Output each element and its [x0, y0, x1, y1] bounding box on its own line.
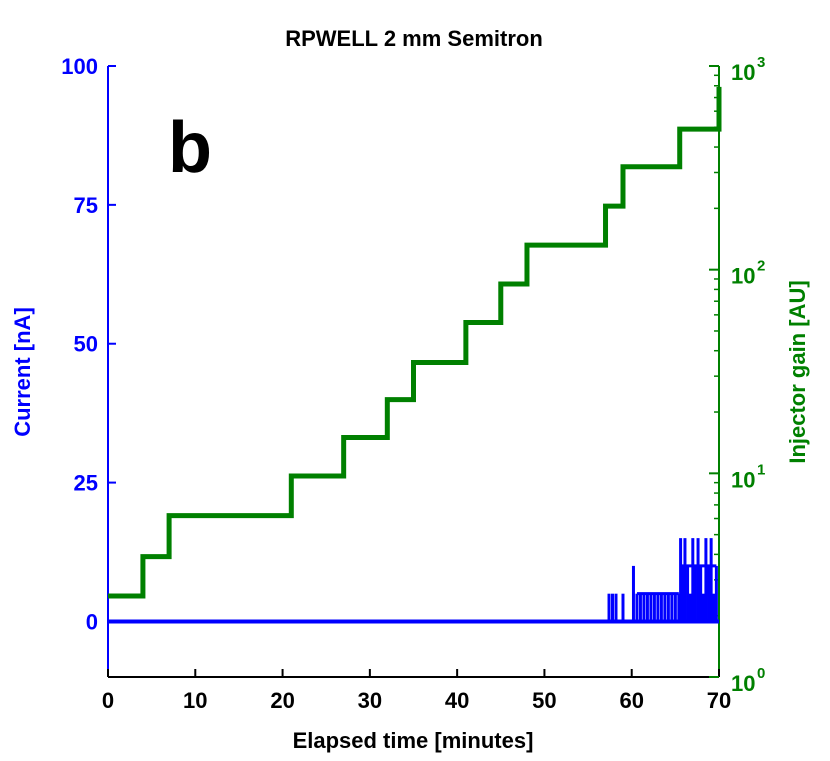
- left-tick-label: 50: [74, 332, 98, 357]
- x-tick-label: 70: [707, 688, 731, 713]
- x-tick-label: 40: [445, 688, 469, 713]
- x-tick-label: 50: [532, 688, 556, 713]
- right-tick-base: 10: [731, 467, 755, 492]
- left-tick-label: 75: [74, 193, 98, 218]
- panel-label: b: [168, 108, 212, 188]
- left-ticks: 0 25 50 75 100: [61, 54, 116, 634]
- right-tick-base: 10: [731, 671, 755, 696]
- x-tick-label: 20: [270, 688, 294, 713]
- right-tick-base: 10: [731, 60, 755, 85]
- right-tick-exponent: 3: [757, 54, 765, 71]
- x-ticks: 0 10 20 30 40 50 60 70: [102, 669, 731, 713]
- x-tick-label: 0: [102, 688, 114, 713]
- left-tick-label: 0: [86, 609, 98, 634]
- right-tick-base: 10: [731, 264, 755, 289]
- right-tick-exponent: 2: [757, 258, 765, 275]
- current-spikes: [607, 538, 718, 622]
- right-tick-exponent: 0: [757, 665, 765, 682]
- chart-title: RPWELL 2 mm Semitron: [285, 26, 543, 51]
- right-axis-label: Injector gain [AU]: [785, 280, 810, 463]
- x-tick-label: 60: [619, 688, 643, 713]
- left-tick-label: 100: [61, 54, 98, 79]
- left-tick-label: 25: [74, 471, 98, 496]
- injector-gain-line: [108, 86, 722, 599]
- left-axis-label: Current [nA]: [10, 307, 35, 437]
- x-tick-label: 30: [358, 688, 382, 713]
- x-axis-label: Elapsed time [minutes]: [293, 728, 534, 753]
- x-tick-label: 10: [183, 688, 207, 713]
- right-tick-exponent: 1: [757, 461, 765, 478]
